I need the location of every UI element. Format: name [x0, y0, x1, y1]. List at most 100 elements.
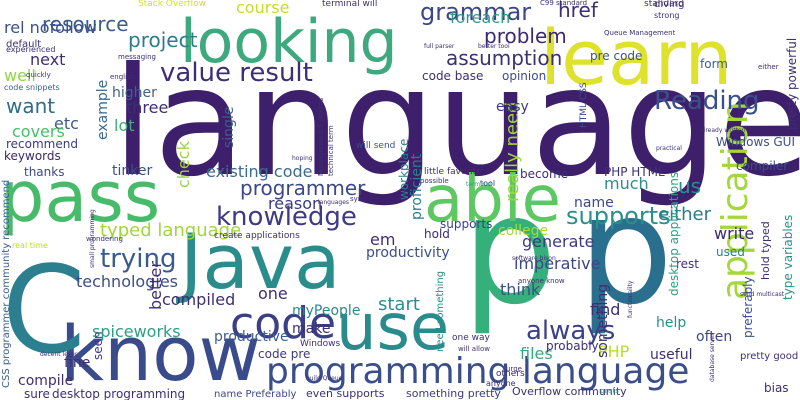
word-project: project [128, 28, 198, 52]
word-preferably: preferably [741, 276, 755, 338]
word-even-supports: even supports [306, 387, 385, 400]
word-single: single [221, 106, 237, 148]
word-queue-management: Queue Management [604, 29, 676, 37]
word-check: check [174, 141, 193, 188]
word-become: become [520, 167, 569, 181]
word-hold: hold [424, 227, 450, 241]
word-well: well [4, 66, 36, 85]
word-rel-nofollow: rel nofollow [4, 18, 97, 37]
word-typed-language: typed language [100, 220, 242, 241]
word-need-something: need something [435, 270, 446, 352]
word-college: college [498, 223, 549, 239]
word-proficient: proficient [409, 153, 425, 220]
word-sure: sure [24, 387, 50, 400]
word-thanks: thanks [24, 165, 65, 179]
word-c: C [2, 242, 86, 381]
word-windows: Windows [300, 339, 341, 349]
word-easy: easy [496, 99, 529, 115]
word-used: used [716, 245, 745, 259]
word-href: href [558, 0, 598, 22]
word-mypeople: myPeople [292, 303, 361, 319]
word-opinion: opinion [502, 69, 547, 83]
word-find: find [590, 300, 621, 319]
word-use: use [336, 291, 450, 365]
word-already-written: already written [700, 127, 746, 134]
word-experienced: experienced [6, 45, 56, 54]
word-either-small: either [758, 63, 779, 71]
word-resource: resource [42, 12, 129, 36]
word-grammar: grammar [420, 0, 532, 26]
word-functionality: functionality [627, 280, 634, 318]
word-html-css: HTML CSS [579, 82, 589, 128]
word-problem: problem [484, 24, 567, 48]
word-code-pre: code pre [258, 347, 311, 361]
word-imperative: imperative [514, 254, 601, 273]
word-php-html: PHP HTML [604, 165, 665, 179]
word-us: us [678, 174, 702, 198]
word-knowledge: knowledge [216, 202, 357, 232]
word-full-parser: full parser [424, 43, 455, 50]
word-useful: useful [650, 347, 693, 363]
word-tool: tool [480, 179, 496, 188]
word-often: often [696, 329, 733, 345]
word-covers: covers [12, 122, 65, 141]
word-better-tool: better tool [478, 43, 510, 50]
word-messaging: messaging [118, 53, 156, 61]
word-send-multicast: send multicast [740, 291, 785, 298]
word-help: help [656, 315, 687, 331]
word-productive: productive [214, 329, 289, 345]
word-possible: possible [420, 177, 449, 185]
word-code-snippets: code snippets [4, 83, 60, 92]
word-supports-small: supports [440, 217, 493, 231]
word-technologies: technologies [76, 272, 178, 291]
word-much: much [604, 174, 649, 193]
word-three: three [126, 98, 169, 117]
word-urge: urge [506, 365, 522, 373]
word-make: make [292, 321, 331, 337]
word-always: always [526, 316, 616, 346]
word-trying: trying [100, 244, 177, 274]
word-looking: looking [180, 7, 398, 77]
word-keywords: keywords [4, 149, 61, 163]
word-practical: practical [656, 145, 682, 152]
word-pretty-good: pretty good [740, 351, 799, 362]
word-bias: bias [764, 381, 789, 395]
word-reading: Reading [654, 86, 760, 116]
word-something: something [595, 283, 611, 358]
word-compiled: compiled [162, 290, 236, 309]
word-name: name [574, 195, 614, 211]
word-programming-language: programming language [266, 351, 690, 392]
word-type-variables: type variables [781, 214, 795, 300]
word-think: think [500, 280, 541, 299]
word-tinker: tinker [112, 163, 153, 179]
word-build-queue: build Queue [306, 375, 343, 382]
word-standard: standard [644, 0, 684, 9]
word-name-preferably: name Preferably [214, 389, 297, 400]
word-stack-overflow: Stack Overflow [138, 0, 206, 9]
word-hoping: hoping [292, 155, 313, 162]
word-create-applications: create applications [214, 231, 300, 241]
word-desktop-applications: desktop applications [667, 171, 681, 296]
word-spiceworks: spiceworks [92, 322, 181, 341]
word-want: want [6, 94, 56, 118]
word-p-one: p [462, 164, 558, 338]
word-reason: reason [268, 194, 323, 213]
word-overflow-community: Overflow community [512, 385, 627, 398]
word-quickly: quickly [26, 71, 51, 79]
word-language: language [112, 36, 800, 210]
word-something-pretty: something pretty [406, 387, 501, 400]
word-compile: compile [18, 373, 74, 389]
word-windows-gui: Windows GUI [716, 135, 796, 149]
word-next: next [30, 50, 66, 69]
word-foreach: foreach [450, 8, 511, 27]
word-course: course [236, 0, 290, 17]
word-form: form [700, 57, 728, 71]
word-etc: etc [54, 114, 79, 133]
word-generate: generate [522, 232, 595, 251]
word-start: start [378, 294, 420, 315]
word-lot: lot [114, 116, 135, 135]
word-languages: languages [318, 199, 350, 206]
word-technical-term: technical term [327, 125, 335, 176]
word-probably: probably [546, 339, 599, 353]
word-programmer: programmer [240, 176, 366, 200]
